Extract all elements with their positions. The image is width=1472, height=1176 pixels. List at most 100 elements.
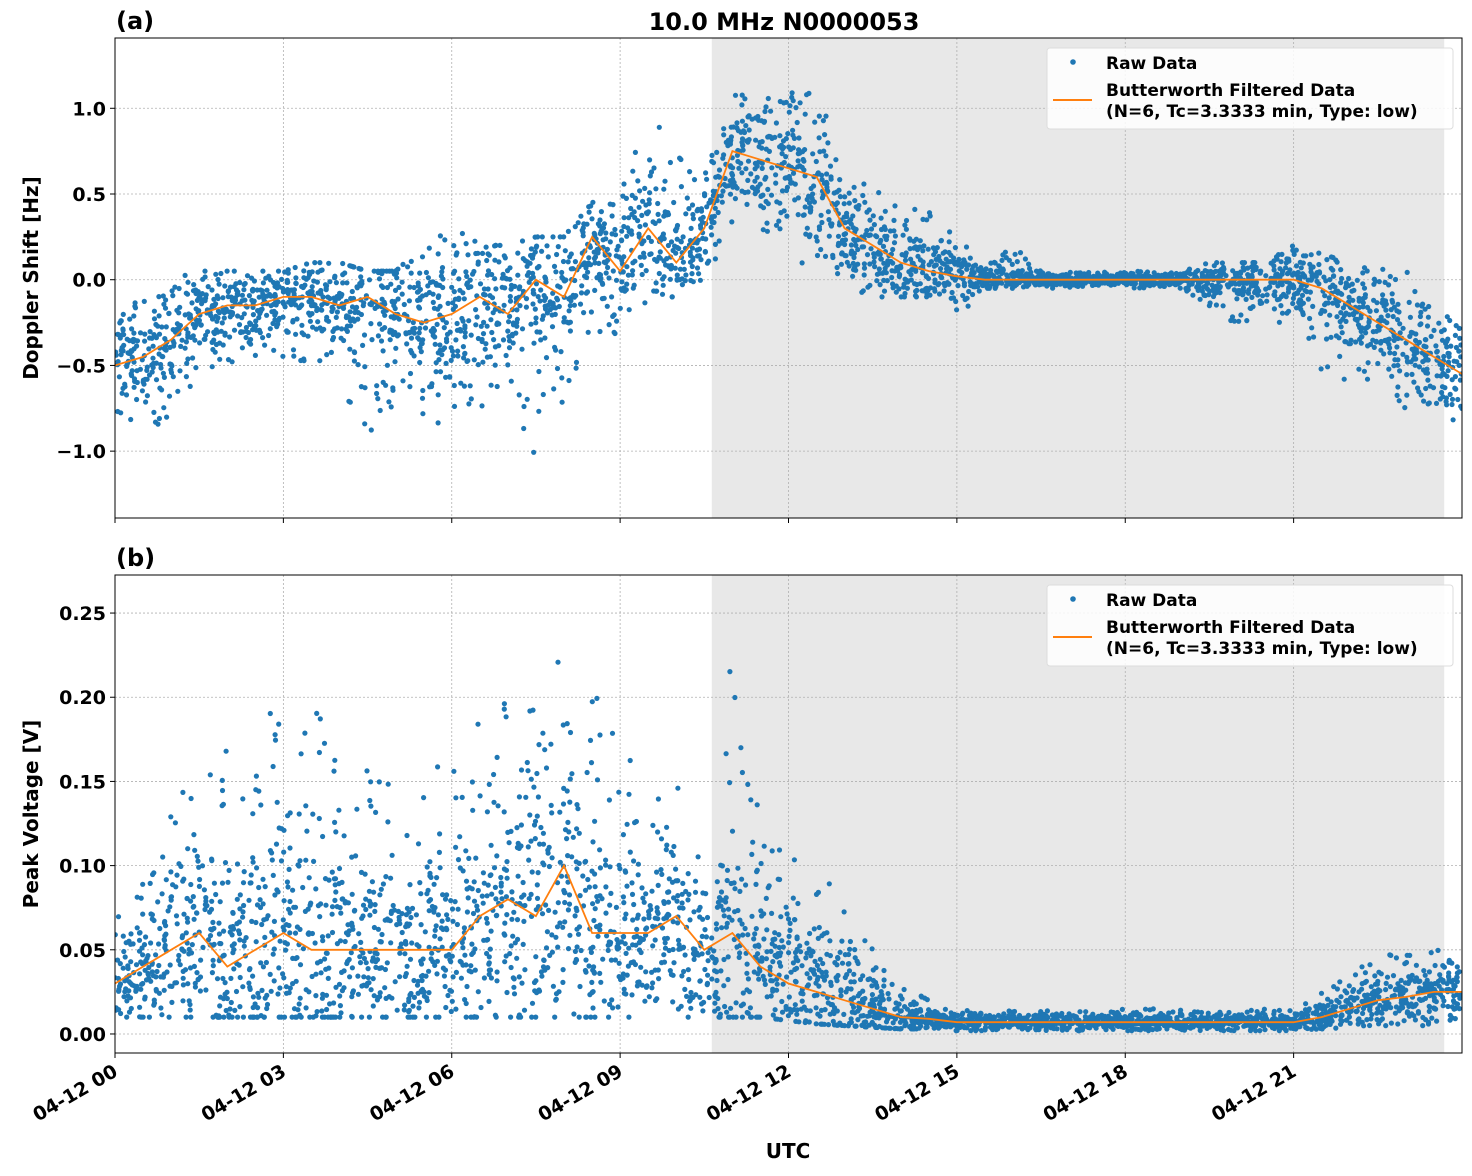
raw-data-point — [603, 911, 608, 916]
raw-data-point — [407, 384, 412, 389]
raw-data-point — [347, 347, 352, 352]
raw-data-point — [268, 711, 273, 716]
raw-data-point — [1309, 252, 1314, 257]
raw-data-point — [683, 952, 688, 957]
raw-data-point — [1310, 304, 1315, 309]
raw-data-point — [540, 911, 545, 916]
raw-data-point — [1251, 261, 1256, 266]
raw-data-point — [424, 292, 429, 297]
raw-data-point — [864, 228, 869, 233]
raw-data-point — [538, 287, 543, 292]
raw-data-point — [1330, 283, 1335, 288]
raw-data-point — [446, 301, 451, 306]
raw-data-point — [836, 234, 841, 239]
raw-data-point — [626, 792, 631, 797]
raw-data-point — [191, 894, 196, 899]
raw-data-point — [518, 1015, 523, 1020]
raw-data-point — [476, 362, 481, 367]
raw-data-point — [879, 256, 884, 261]
raw-data-point — [343, 939, 348, 944]
raw-data-point — [556, 244, 561, 249]
raw-data-point — [1178, 286, 1183, 291]
raw-data-point — [698, 278, 703, 283]
raw-data-point — [487, 253, 492, 258]
raw-data-point — [591, 918, 596, 923]
raw-data-point — [275, 285, 280, 290]
raw-data-point — [616, 945, 621, 950]
raw-data-point — [762, 120, 767, 125]
raw-data-point — [1334, 314, 1339, 319]
raw-data-point — [185, 896, 190, 901]
raw-data-point — [190, 942, 195, 947]
raw-data-point — [358, 940, 363, 945]
raw-data-point — [499, 881, 504, 886]
raw-data-point — [151, 1003, 156, 1008]
raw-data-point — [435, 959, 440, 964]
raw-data-point — [382, 985, 387, 990]
raw-data-point — [567, 892, 572, 897]
raw-data-point — [434, 923, 439, 928]
raw-data-point — [484, 951, 489, 956]
raw-data-point — [1303, 253, 1308, 258]
raw-data-point — [361, 974, 366, 979]
raw-data-point — [872, 264, 877, 269]
raw-data-point — [452, 383, 457, 388]
raw-data-point — [608, 202, 613, 207]
raw-data-point — [711, 220, 716, 225]
raw-data-point — [410, 1004, 415, 1009]
raw-data-point — [556, 989, 561, 994]
raw-data-point — [673, 251, 678, 256]
raw-data-point — [411, 978, 416, 983]
raw-data-point — [299, 1015, 304, 1020]
raw-data-point — [835, 265, 840, 270]
raw-data-point — [491, 337, 496, 342]
raw-data-point — [1280, 269, 1285, 274]
raw-data-point — [714, 150, 719, 155]
raw-data-point — [611, 268, 616, 273]
raw-data-point — [326, 261, 331, 266]
raw-data-point — [405, 264, 410, 269]
raw-data-point — [393, 346, 398, 351]
raw-data-point — [332, 876, 337, 881]
raw-data-point — [560, 925, 565, 930]
raw-data-point — [559, 270, 564, 275]
raw-data-point — [598, 865, 603, 870]
raw-data-point — [478, 793, 483, 798]
raw-data-point — [479, 403, 484, 408]
raw-data-point — [842, 194, 847, 199]
raw-data-point — [462, 953, 467, 958]
raw-data-point — [250, 811, 255, 816]
raw-data-point — [333, 889, 338, 894]
raw-data-point — [435, 322, 440, 327]
raw-data-point — [606, 948, 611, 953]
raw-data-point — [701, 1000, 706, 1005]
raw-data-point — [339, 880, 344, 885]
raw-data-point — [385, 363, 390, 368]
raw-data-point — [839, 262, 844, 267]
raw-data-point — [1095, 271, 1100, 276]
raw-data-point — [191, 282, 196, 287]
raw-data-point — [511, 910, 516, 915]
raw-data-point — [583, 968, 588, 973]
raw-data-point — [268, 326, 273, 331]
raw-data-point — [379, 338, 384, 343]
raw-data-point — [729, 134, 734, 139]
raw-data-point — [1377, 279, 1382, 284]
raw-data-point — [817, 114, 822, 119]
raw-data-point — [802, 147, 807, 152]
raw-data-point — [719, 193, 724, 198]
raw-data-point — [127, 1010, 132, 1015]
raw-data-point — [154, 377, 159, 382]
raw-data-point — [535, 234, 540, 239]
raw-data-point — [689, 271, 694, 276]
raw-data-point — [1137, 285, 1142, 290]
raw-data-point — [579, 283, 584, 288]
raw-data-point — [362, 332, 367, 337]
raw-data-point — [442, 973, 447, 978]
raw-data-point — [379, 939, 384, 944]
raw-data-point — [650, 943, 655, 948]
raw-data-point — [1423, 386, 1428, 391]
raw-data-point — [1291, 271, 1296, 276]
raw-data-point — [627, 307, 632, 312]
raw-data-point — [210, 364, 215, 369]
